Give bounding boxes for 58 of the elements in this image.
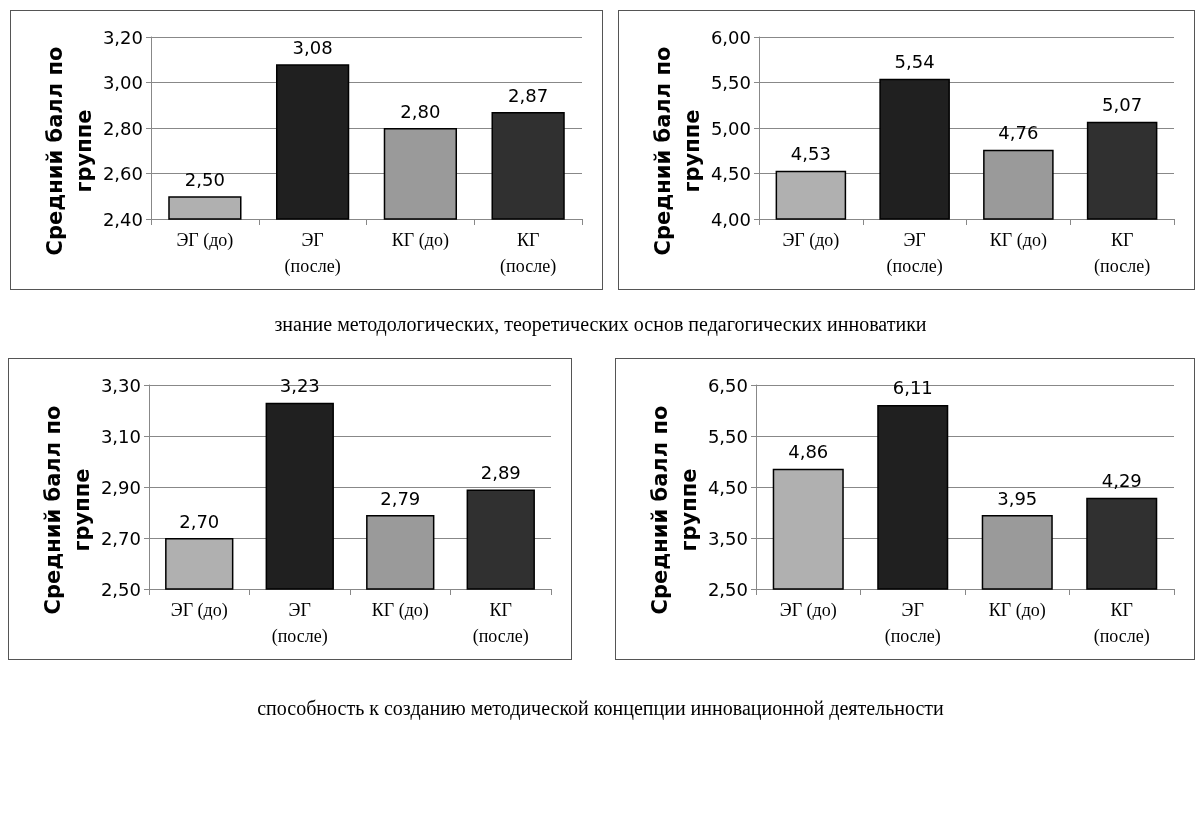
y-tick-label: 4,50 (707, 476, 748, 498)
data-label: 2,87 (508, 84, 549, 106)
y-tick-label: 3,10 (100, 425, 141, 447)
data-label: 2,79 (380, 487, 421, 509)
data-label: 4,86 (788, 441, 829, 463)
y-tick-label: 5,50 (710, 72, 751, 93)
x-tick-label: КГ (после) (500, 230, 557, 277)
text: знание методологических, теоретических основ педагогических инноватики (273, 313, 928, 336)
data-label: 4,29 (1101, 470, 1142, 492)
y-tick-label: 5,00 (710, 117, 751, 139)
y-axis-title: Средний балл по группе (40, 404, 95, 617)
data-label: 4,53 (790, 143, 831, 165)
y-tick-label: 6,50 (707, 374, 748, 396)
x-tick-label: ЭГ (до) (782, 230, 840, 251)
y-axis-title: Средний балл по группе (647, 404, 702, 617)
y-tick-label: 5,50 (707, 425, 748, 447)
x-tick-label: ЭГ (до) (779, 600, 837, 621)
x-tick-label: КГ (до) (391, 230, 449, 251)
x-tick-label: ЭГ (до) (176, 230, 234, 251)
data-label: 4,76 (998, 122, 1039, 144)
y-tick-label: 2,50 (100, 578, 141, 600)
data-label: 2,80 (400, 100, 441, 122)
y-tick-label: 6,00 (710, 26, 751, 48)
y-tick-label: 3,20 (102, 26, 143, 48)
x-tick-label: ЭГ (до) (170, 600, 228, 621)
y-axis-title: Средний балл по группе (42, 45, 97, 258)
x-tick-label: КГ (до) (371, 600, 429, 621)
y-tick-label: 3,00 (102, 72, 143, 93)
data-label: 2,50 (184, 168, 225, 190)
data-label: 2,89 (480, 462, 521, 484)
y-tick-label: 2,50 (707, 578, 748, 600)
y-tick-label: 4,00 (710, 208, 751, 230)
data-label: 5,07 (1102, 94, 1143, 116)
x-tick-label: КГ (после) (1094, 230, 1151, 277)
x-tick-label: КГ (до) (988, 600, 1046, 621)
x-tick-label: КГ (после) (1093, 600, 1150, 647)
x-tick-label: ЭГ (после) (884, 600, 941, 647)
y-tick-label: 3,50 (707, 527, 748, 549)
data-label: 6,11 (892, 377, 933, 399)
data-label: 3,95 (997, 487, 1038, 509)
x-tick-label: КГ (после) (472, 600, 529, 647)
y-tick-label: 2,90 (100, 476, 141, 498)
text: способность к созданию методической концепции инновационной деятельности (256, 697, 945, 720)
x-tick-label: ЭГ (после) (284, 230, 341, 277)
y-tick-label: 4,50 (710, 163, 751, 184)
x-tick-label: КГ (до) (989, 230, 1047, 251)
y-tick-label: 2,80 (102, 117, 143, 139)
y-tick-label: 2,40 (102, 208, 143, 230)
y-axis-title: Средний балл по группе (650, 45, 705, 258)
y-tick-label: 3,30 (100, 374, 141, 396)
data-label: 3,23 (279, 375, 320, 397)
x-tick-label: ЭГ (после) (271, 600, 328, 647)
data-label: 2,70 (179, 510, 220, 532)
y-tick-label: 2,60 (102, 163, 143, 184)
data-label: 5,54 (894, 51, 935, 73)
y-tick-label: 2,70 (100, 527, 141, 549)
data-label: 3,08 (292, 36, 333, 58)
x-tick-label: ЭГ (после) (886, 230, 943, 277)
